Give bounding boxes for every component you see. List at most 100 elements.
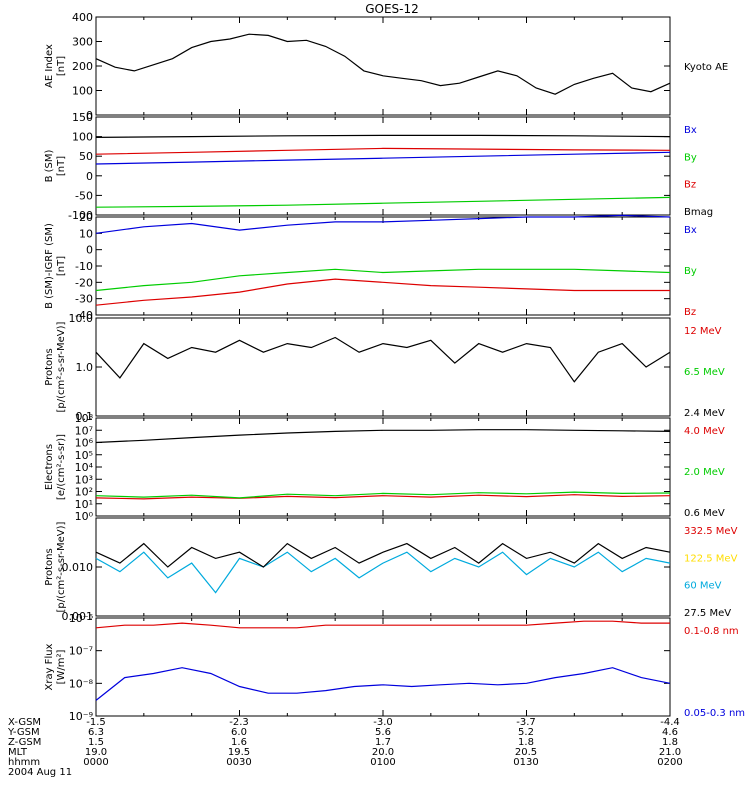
ytick-label: 400 (72, 11, 93, 24)
footer-value: 20.5 (515, 747, 537, 758)
ylabel-line: B (SM)-IGRF (SM) (44, 223, 55, 309)
legend-entry: Bx (684, 225, 697, 236)
legend-entry: 2.0 MeV (684, 467, 725, 478)
ytick-label: 10⁰ (75, 510, 94, 523)
ylabel-line: Electrons (44, 444, 55, 490)
ytick-label: 10⁶ (75, 437, 94, 450)
footer-value: -2.3 (229, 717, 249, 728)
panel-6: 0.001 0.010 Protons [p/(cm²-s-sr-MeV)] 332.5… (44, 517, 738, 623)
ytick-label: 10² (75, 486, 93, 499)
footer-value: 1.7 (375, 737, 391, 748)
ylabel-line: [nT] (56, 256, 67, 276)
ytick-label: -30 (75, 293, 93, 306)
ytick-label: 20 (79, 211, 93, 224)
ytick-label: 50 (79, 150, 93, 163)
legend-entry: Kyoto AE (684, 62, 728, 73)
ylabel-line: Protons (44, 548, 55, 585)
panel-frame (95, 317, 671, 417)
footer-value: 1.8 (662, 737, 678, 748)
footer-value: 6.3 (88, 727, 104, 738)
legend-entry: 6.5 MeV (684, 367, 725, 378)
legend-entry: 4.0 MeV (684, 426, 725, 437)
ytick-label: 10.0 (69, 312, 94, 325)
ytick-label: 0 (86, 244, 93, 257)
ytick-label: 10⁻⁷ (69, 645, 93, 658)
series-line (95, 147, 671, 155)
panel-frame (95, 417, 671, 517)
series-line (95, 542, 671, 568)
legend-entry: 0.6 MeV (684, 508, 725, 519)
footer-value: 19.0 (85, 747, 107, 758)
ytick-label: 0.1 (76, 410, 94, 423)
series-line (95, 278, 670, 306)
series-line (95, 491, 671, 499)
footer-value: -4.4 (660, 717, 680, 728)
series-line (95, 214, 671, 234)
ytick-label: 10⁻⁸ (69, 677, 94, 690)
footer-value: 1.5 (88, 737, 104, 748)
ytick-label: 10⁷ (75, 424, 93, 437)
legend-entry: Bmag (684, 207, 713, 218)
legend-entry: 27.5 MeV (684, 608, 731, 619)
footer-row-label: X-GSM (8, 717, 41, 728)
legend-entry: 2.4 MeV (684, 408, 725, 419)
ylabel-line: Protons (44, 348, 55, 385)
legend-entry: 332.5 MeV (684, 526, 738, 537)
footer-value: 19.5 (228, 747, 250, 758)
ytick-label: -50 (75, 189, 93, 202)
series-line (95, 196, 671, 208)
ytick-label: 0.001 (62, 610, 94, 623)
panel-7: 10⁻⁹ 10⁻⁸ 10⁻⁷ 10⁻⁶ Xray Flux [W/m²] 0.1-0.8 n… (44, 612, 745, 723)
ytick-label: 10⁻⁹ (69, 710, 93, 723)
ytick-label: 10⁸ (75, 412, 94, 425)
ytick-label: 200 (72, 60, 93, 73)
series-line (95, 667, 671, 701)
ytick-label: 0 (86, 109, 93, 122)
legend-entry: 122.5 MeV (684, 553, 738, 564)
footer-row-label: Y-GSM (7, 727, 40, 738)
footer-value: 5.2 (518, 727, 534, 738)
legend-entry: Bz (684, 307, 696, 318)
series-line (95, 33, 671, 95)
ytick-label: -100 (68, 209, 93, 222)
footer-row-label: hhmm (8, 757, 40, 768)
footer-value: 0130 (513, 757, 538, 768)
ylabel-line: [p/(cm²-s-sr-MeV)] (56, 321, 67, 412)
ytick-label: 0 (86, 170, 93, 183)
footer-value: 0000 (83, 757, 108, 768)
legend-entry: Bx (684, 125, 697, 136)
footer-value: 1.6 (231, 737, 247, 748)
ytick-label: 10 (79, 227, 93, 240)
ytick-label: 100 (72, 85, 93, 98)
series-line (95, 268, 671, 292)
footer-value: 21.0 (659, 747, 681, 758)
footer-value: -3.0 (373, 717, 393, 728)
footer-value: 5.6 (375, 727, 391, 738)
plot-title: GOES-12 (365, 2, 419, 16)
ylabel-line: [e/(cm²-s-sr)] (56, 434, 67, 500)
panel-frame (95, 617, 671, 717)
ytick-label: 100 (72, 131, 93, 144)
series-line (95, 134, 671, 138)
ylabel-line: B (SM) (44, 149, 55, 182)
ytick-label: 0.010 (62, 561, 94, 574)
series-line (95, 429, 671, 444)
ytick-label: 10³ (75, 473, 93, 486)
ytick-label: 300 (72, 36, 93, 49)
ylabel-line: [nT] (56, 156, 67, 176)
footer-row-label: MLT (8, 747, 28, 758)
ytick-label: 150 (72, 111, 93, 124)
panel-frame (95, 216, 671, 316)
series-line (95, 336, 671, 383)
footer-value: 4.6 (662, 727, 678, 738)
footer-value: -1.5 (86, 717, 106, 728)
ylabel-line: [p/(cm²-s-sr-MeV)] (56, 521, 67, 612)
ylabel-line: [W/m²] (56, 649, 67, 684)
legend-entry: 60 MeV (684, 581, 722, 592)
ytick-label: 10¹ (75, 498, 93, 511)
ytick-label: -40 (75, 309, 93, 322)
